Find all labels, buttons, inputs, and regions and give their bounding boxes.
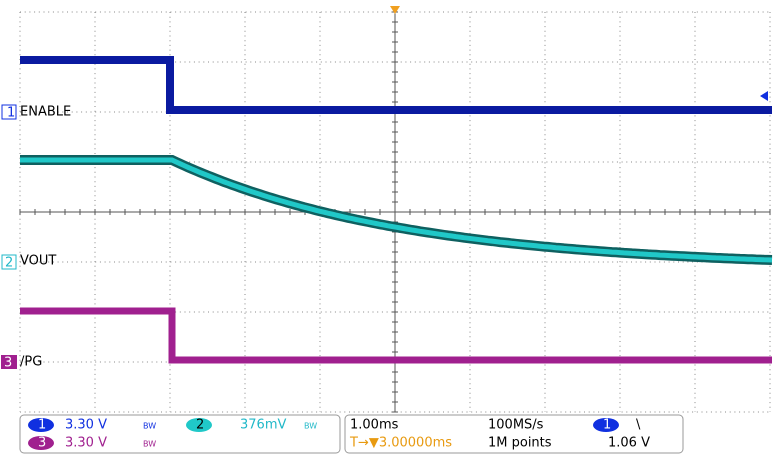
trigger-source-badge (593, 418, 619, 432)
channel-label: VOUT (20, 254, 56, 269)
ch3-number: 3 (38, 436, 46, 451)
trigger-source: 1 (603, 418, 611, 433)
ch3-bandwidth: BW (143, 440, 156, 449)
channel-3-marker (1, 355, 17, 369)
ch3-scale: 3.30 V (65, 436, 107, 451)
sample-rate: 100MS/s (488, 418, 544, 433)
channel-number: 1 (7, 106, 15, 121)
channel-label: /PG (20, 355, 42, 370)
ch2-badge (186, 418, 212, 432)
trigger-level-marker (760, 91, 768, 101)
ch2-number: 2 (196, 418, 204, 433)
trigger-position: T→▼3.00000ms (349, 436, 452, 451)
trigger-slope: \ (636, 418, 641, 433)
ch1-number: 1 (38, 418, 46, 433)
channel-1-marker (1, 104, 17, 120)
ch1-scale: 3.30 V (65, 418, 107, 433)
channel-number: 2 (5, 256, 13, 271)
graticule (19, 11, 771, 413)
channel-settings-panel (19, 414, 341, 454)
channel-2-marker (1, 254, 17, 270)
timebase: 1.00ms (350, 418, 399, 433)
channel-label: ENABLE (20, 105, 71, 120)
pg-trace (20, 307, 772, 364)
ch1-bandwidth: BW (143, 422, 156, 431)
ch3-badge (28, 436, 54, 450)
ch2-bandwidth: BW (304, 422, 317, 431)
trigger-marker (390, 6, 400, 14)
vout-trace (20, 157, 773, 263)
enable-trace (20, 56, 772, 114)
record-length: 1M points (488, 436, 552, 451)
trigger-level: 1.06 V (608, 436, 650, 451)
ch1-badge (28, 418, 54, 432)
channel-number: 3 (4, 356, 12, 371)
ch2-scale: 376mV (240, 418, 286, 433)
